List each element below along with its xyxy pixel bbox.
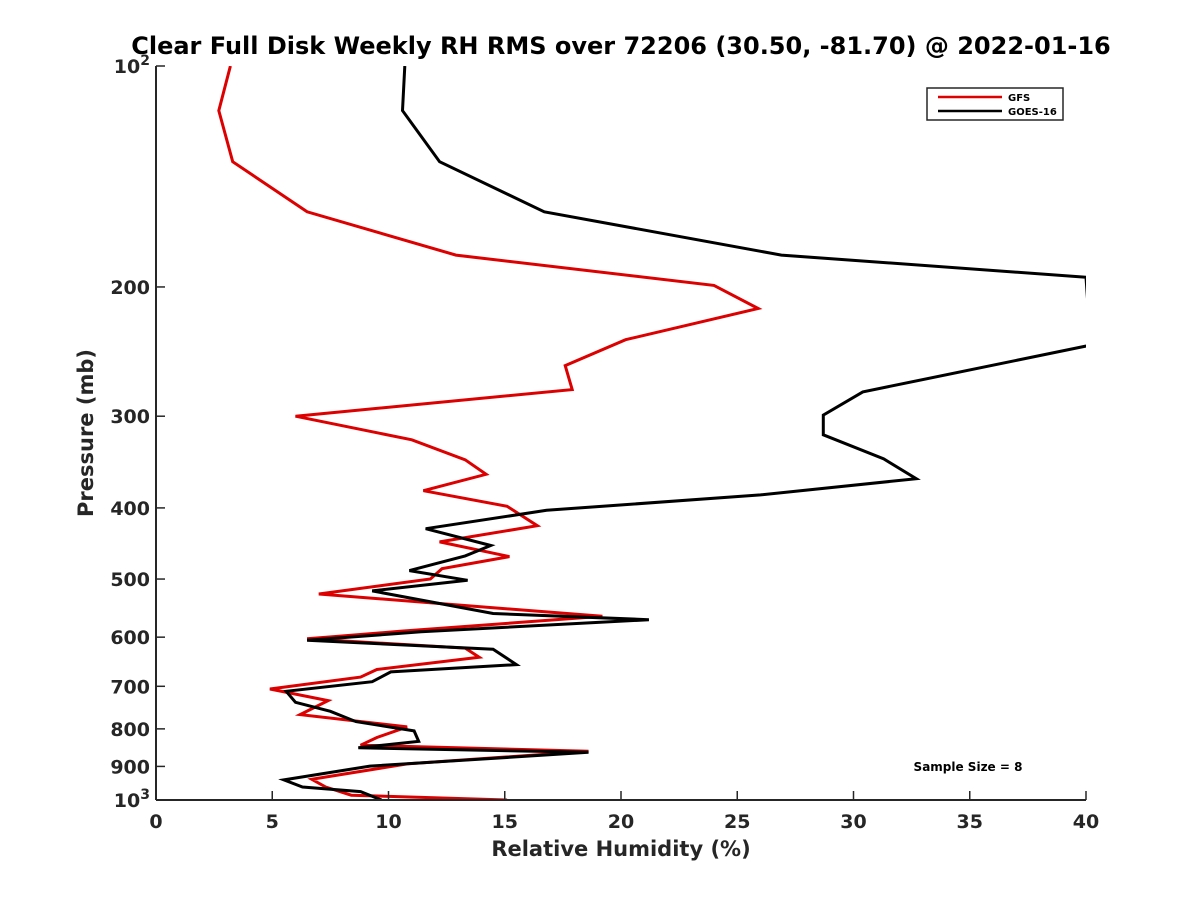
x-tick-label: 40 [1073,811,1099,833]
legend-label-goes16: GOES-16 [1008,107,1057,118]
series-line-goes16 [278,66,1086,800]
x-tick-label: 15 [492,811,518,833]
y-tick-label: 700 [110,676,150,698]
x-tick-label: 35 [957,811,983,833]
y-tick-label: 300 [110,406,150,428]
x-tick-label: 20 [608,811,634,833]
x-tick-label: 25 [724,811,750,833]
x-tick-label: 5 [266,811,279,833]
x-tick-label: 0 [149,811,162,833]
y-tick-label: 900 [110,756,150,778]
series-line-gfs [217,66,763,800]
y-tick-label: 800 [110,719,150,741]
series-layer [217,66,1086,800]
x-tick-label: 10 [375,811,401,833]
y-tick-label: 103 [114,787,150,812]
sample-size-annotation: Sample Size = 8 [914,760,1023,774]
x-tick-label: 30 [840,811,866,833]
x-ticks: 0 5 10 15 20 25 30 35 40 [149,791,1099,833]
legend: GFS GOES-16 [926,87,1064,121]
y-tick-label: 500 [110,569,150,591]
legend-label-gfs: GFS [1008,93,1030,104]
x-axis-label: Relative Humidity (%) [491,837,750,861]
y-tick-label: 200 [110,277,150,299]
y-ticks: 102 200 300 400 500 600 700 800 900 103 [110,53,165,812]
y-tick-label: 400 [110,498,150,520]
legend-box [926,87,1064,121]
y-axis-label: Pressure (mb) [74,349,98,517]
chart-title: Clear Full Disk Weekly RH RMS over 72206… [131,32,1111,60]
y-tick-label: 600 [110,627,150,649]
y-tick-label: 102 [114,53,150,78]
